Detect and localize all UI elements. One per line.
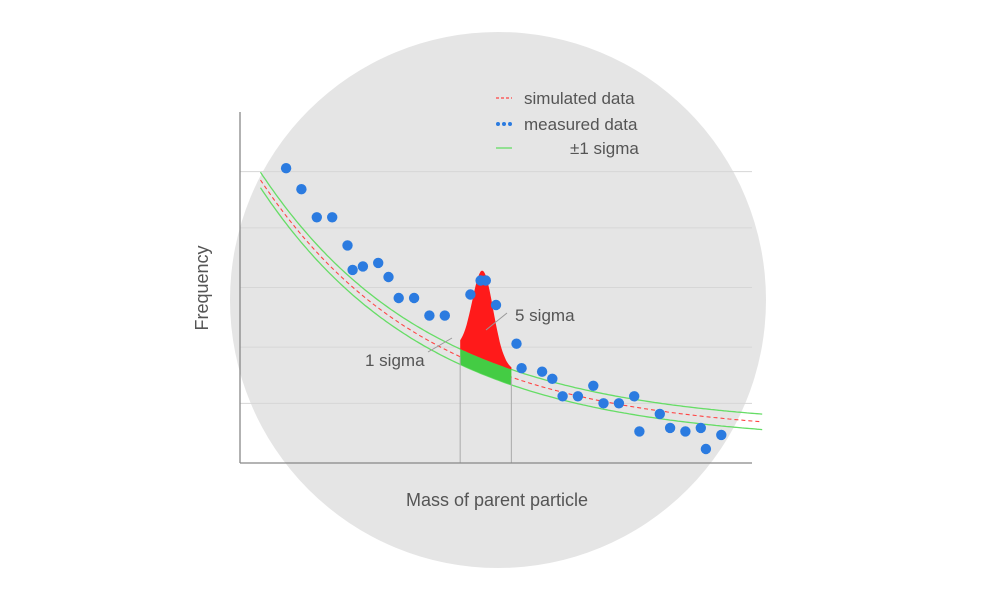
data-point-33 xyxy=(716,429,727,441)
data-point-0 xyxy=(280,163,292,174)
data-point-27 xyxy=(634,426,645,437)
data-point-16 xyxy=(490,299,502,311)
data-point-29 xyxy=(664,422,676,434)
baseline-label: 1 sigma xyxy=(365,351,425,370)
legend-sigma-label: ±1 sigma xyxy=(570,139,639,158)
data-point-26 xyxy=(629,391,640,402)
data-point-28 xyxy=(654,408,665,420)
data-point-4 xyxy=(342,240,353,251)
data-point-5 xyxy=(347,264,358,276)
data-point-20 xyxy=(547,373,558,384)
data-point-3 xyxy=(327,212,338,223)
data-point-21 xyxy=(557,391,568,402)
background-circle xyxy=(230,32,766,568)
data-point-9 xyxy=(393,292,404,304)
data-point-24 xyxy=(598,398,609,409)
data-point-31 xyxy=(695,422,706,434)
data-point-32 xyxy=(700,443,712,455)
data-point-13 xyxy=(465,289,476,300)
data-point-1 xyxy=(296,184,307,195)
data-point-2 xyxy=(311,212,322,223)
grid xyxy=(240,171,752,404)
data-point-15 xyxy=(480,275,491,286)
y-axis-label: Frequency xyxy=(192,245,212,330)
data-point-18 xyxy=(516,363,527,374)
axes xyxy=(239,112,752,464)
legend-measured-swatch xyxy=(496,122,512,126)
measured-points xyxy=(280,163,727,455)
data-point-8 xyxy=(383,271,394,283)
data-point-22 xyxy=(572,391,584,402)
signal-guide-lines xyxy=(459,356,512,463)
legend: simulated data measured data ±1 sigma xyxy=(496,89,639,158)
data-point-30 xyxy=(680,426,691,437)
data-point-19 xyxy=(536,366,548,377)
baseline-label-pointer xyxy=(427,337,453,353)
legend-simulated-label: simulated data xyxy=(524,89,635,108)
signal-fill xyxy=(460,270,512,370)
legend-measured-label: measured data xyxy=(524,115,638,134)
signal-peak xyxy=(460,270,512,370)
data-point-17 xyxy=(511,338,522,349)
peak-label: 5 sigma xyxy=(515,306,575,325)
x-axis-label: Mass of parent particle xyxy=(406,490,588,510)
sigma-band-fill xyxy=(460,349,512,385)
data-point-6 xyxy=(357,261,369,272)
data-point-23 xyxy=(588,380,599,391)
data-point-11 xyxy=(424,310,435,321)
data-point-10 xyxy=(408,292,420,304)
peak-label-pointer xyxy=(485,312,508,331)
data-point-7 xyxy=(373,257,384,269)
data-point-25 xyxy=(613,398,625,409)
data-point-12 xyxy=(439,310,450,321)
